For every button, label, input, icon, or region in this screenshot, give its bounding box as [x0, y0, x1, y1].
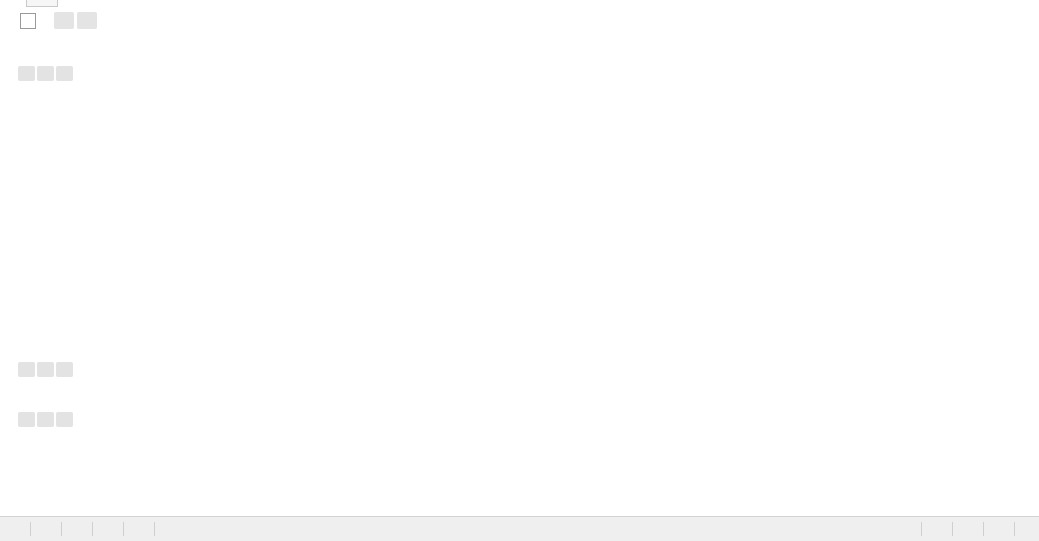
eye-icon[interactable]: [18, 362, 35, 377]
time-axis[interactable]: [0, 497, 968, 515]
divider: [61, 522, 62, 536]
divider: [123, 522, 124, 536]
macd-indicator-row: [8, 362, 103, 381]
camera-icon[interactable]: [77, 12, 97, 29]
gear-icon[interactable]: [37, 362, 54, 377]
close-icon[interactable]: [56, 362, 73, 377]
eye-icon[interactable]: [18, 66, 35, 81]
eye-icon[interactable]: [18, 412, 35, 427]
market-status: [848, 17, 854, 32]
symbol-header: [20, 12, 97, 36]
gear-icon[interactable]: [37, 412, 54, 427]
bottom-toolbar: [0, 516, 1039, 541]
corner-tab: [26, 0, 58, 7]
divider: [952, 522, 953, 536]
divider: [30, 522, 31, 536]
close-icon[interactable]: [56, 66, 73, 81]
divider: [154, 522, 155, 536]
stoch-indicator-row: [8, 412, 93, 431]
gear-icon[interactable]: [37, 66, 54, 81]
close-icon[interactable]: [56, 412, 73, 427]
divider: [1014, 522, 1015, 536]
divider: [983, 522, 984, 536]
divider: [921, 522, 922, 536]
eye-icon[interactable]: [54, 12, 74, 29]
collapse-panel-icon[interactable]: [20, 13, 36, 29]
volume-indicator-row: [8, 66, 93, 85]
ohlc-row: [8, 44, 57, 61]
divider: [92, 522, 93, 536]
